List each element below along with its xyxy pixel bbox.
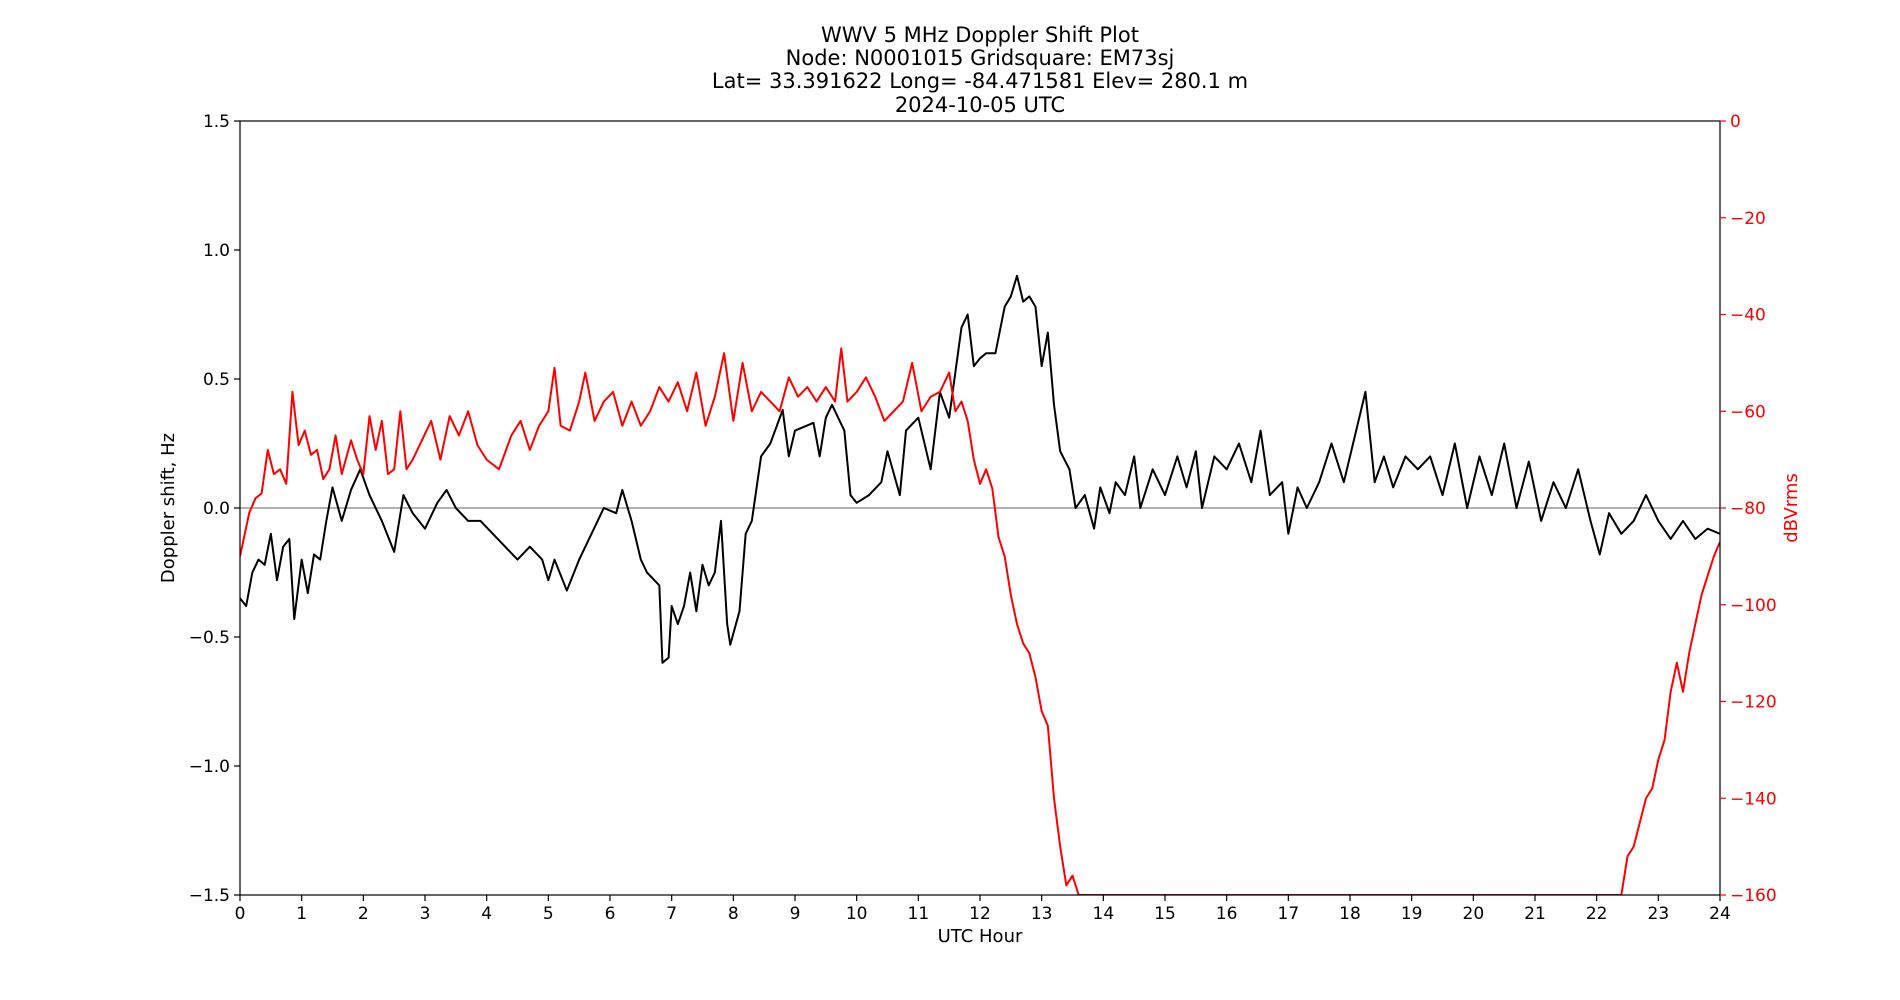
y2-tick-label: −20 [1730,209,1766,229]
y-axis-left: 1.5 1.0 0.5 0.0 −0.5 −1.0 −1.5 [189,112,240,906]
chart-title: WWV 5 MHz Doppler Shift Plot Node: N0001… [712,23,1248,117]
x-tick-label: 0 [235,904,246,924]
y2-tick-label: −160 [1730,886,1777,906]
x-tick-label: 1 [296,904,307,924]
x-tick-label: 2 [358,904,369,924]
x-tick-label: 9 [790,904,801,924]
x-tick-label: 20 [1463,904,1485,924]
y-axis-right: 0 −20 −40 −60 −80 −100 −120 −140 −160 [1720,112,1777,906]
y-tick-label: 0.5 [203,370,230,390]
title-line-3: Lat= 33.391622 Long= -84.471581 Elev= 28… [712,69,1248,93]
x-tick-label: 19 [1401,904,1423,924]
x-tick-label: 4 [481,904,492,924]
x-tick-label: 6 [605,904,616,924]
x-axis: 0 1 2 3 4 5 6 7 8 9 10 11 12 13 14 15 16 17 18 19 20 21 22 23 24 [235,895,1731,924]
title-line-1: WWV 5 MHz Doppler Shift Plot [821,23,1139,47]
y-tick-label: 0.0 [203,499,230,519]
x-axis-label: UTC Hour [938,926,1023,947]
x-tick-label: 22 [1586,904,1608,924]
y2-tick-label: 0 [1730,112,1741,132]
y2-tick-label: −140 [1730,789,1777,809]
y2-axis-label: dBVrms [1781,473,1802,543]
x-tick-label: 5 [543,904,554,924]
y2-tick-label: −60 [1730,402,1766,422]
x-tick-label: 18 [1339,904,1361,924]
y-tick-label: −1.5 [189,886,230,906]
x-tick-label: 23 [1648,904,1670,924]
x-tick-label: 10 [846,904,868,924]
y-axis-label: Doppler shift, Hz [158,433,179,583]
x-tick-label: 16 [1216,904,1238,924]
y2-tick-label: −80 [1730,499,1766,519]
x-tick-label: 7 [666,904,677,924]
y2-tick-label: −120 [1730,693,1777,713]
x-tick-label: 14 [1093,904,1115,924]
x-tick-label: 15 [1154,904,1176,924]
series-layer [240,274,1720,895]
x-tick-label: 8 [728,904,739,924]
y-tick-label: 1.5 [203,112,230,132]
title-line-4: 2024-10-05 UTC [895,93,1065,117]
y2-tick-label: −100 [1730,596,1777,616]
y-tick-label: −1.0 [189,757,230,777]
x-tick-label: 12 [969,904,991,924]
doppler-shift-series-line [240,274,1720,664]
x-tick-label: 11 [908,904,930,924]
x-tick-label: 13 [1031,904,1053,924]
x-tick-label: 24 [1709,904,1731,924]
y2-tick-label: −40 [1730,306,1766,326]
x-tick-label: 21 [1524,904,1546,924]
y-tick-label: −0.5 [189,628,230,648]
signal-level-series-line [240,347,1720,895]
y-tick-label: 1.0 [203,241,230,261]
x-tick-label: 3 [420,904,431,924]
title-line-2: Node: N0001015 Gridsquare: EM73sj [786,46,1175,70]
x-tick-label: 17 [1278,904,1300,924]
